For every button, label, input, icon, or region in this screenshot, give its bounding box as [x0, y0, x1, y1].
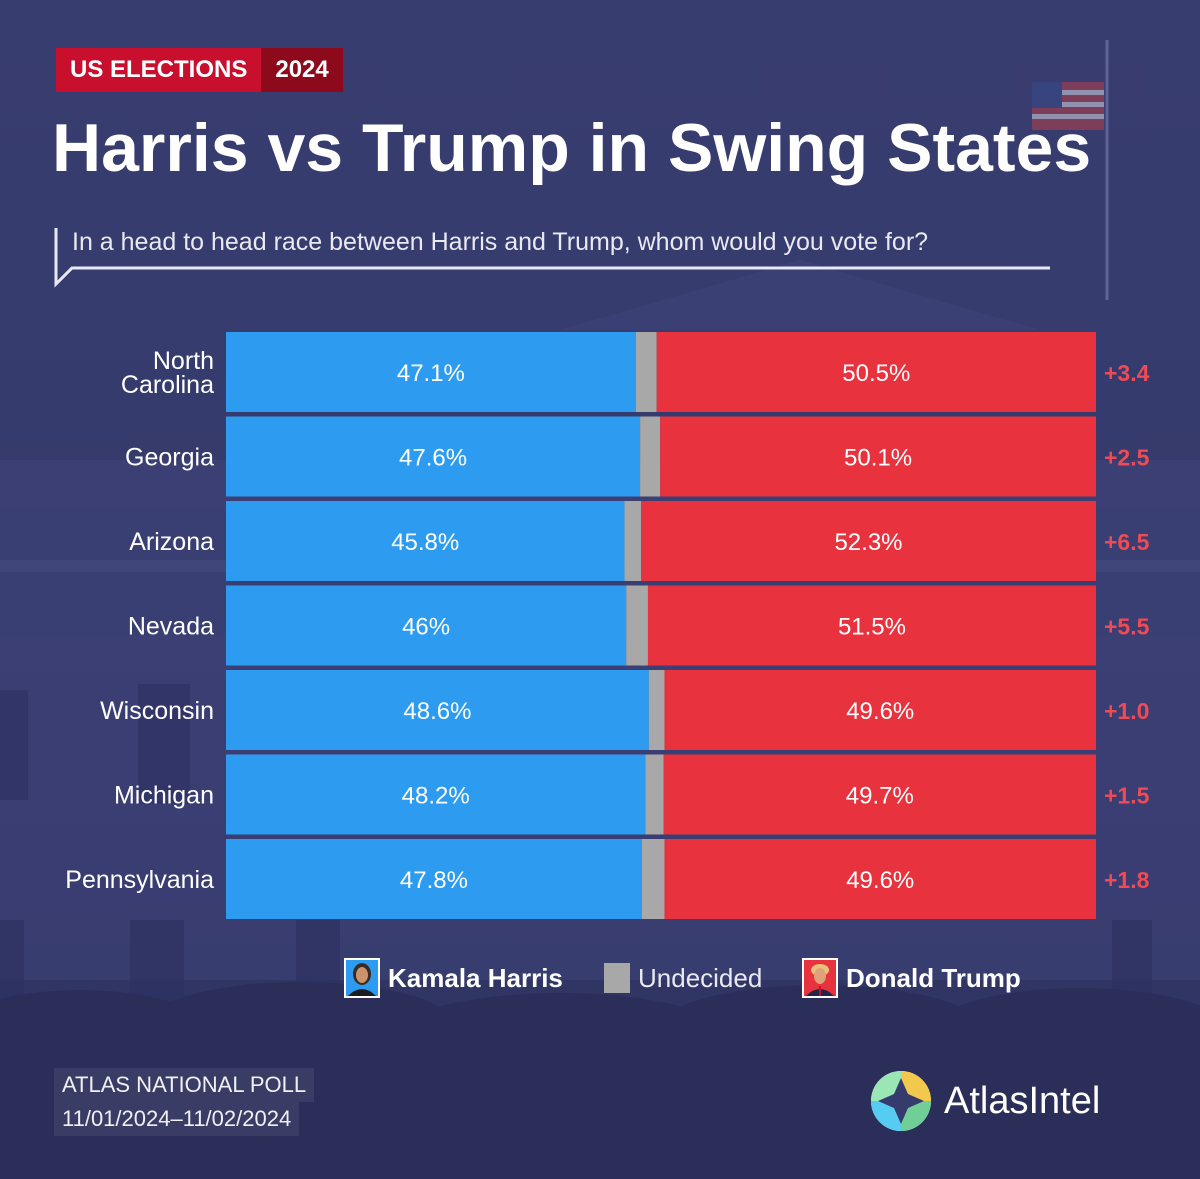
- undecided-bar: [645, 754, 664, 835]
- trump-bar: [640, 501, 1096, 581]
- trump-bar: [647, 585, 1096, 666]
- undecided-bar: [640, 416, 661, 497]
- atlas-compass-icon: [871, 1071, 931, 1131]
- tag-year: 2024: [261, 48, 343, 92]
- harris-value-label: 48.6%: [403, 698, 471, 725]
- legend-item-trump: Donald Trump: [802, 956, 1021, 1000]
- undecided-bar: [624, 501, 641, 581]
- brand-name: AtlasIntel: [944, 1079, 1101, 1122]
- trump-margin-label: +1.5: [1104, 783, 1150, 809]
- harris-bar: [226, 585, 627, 666]
- trump-bar: [663, 754, 1096, 835]
- trump-margin-label: +2.5: [1104, 445, 1150, 471]
- harris-bar: [226, 670, 649, 750]
- trump-value-label: 49.6%: [846, 698, 914, 725]
- undecided-bar: [635, 332, 657, 412]
- legend-label-harris: Kamala Harris: [388, 962, 563, 993]
- trump-bar: [664, 670, 1096, 750]
- legend-item-harris: Kamala Harris: [344, 956, 563, 1000]
- legend-label-trump: Donald Trump: [846, 962, 1021, 993]
- trump-value-label: 50.5%: [842, 360, 910, 387]
- harris-value-label: 47.6%: [399, 445, 467, 472]
- undecided-bar: [648, 670, 665, 750]
- trump-margin-label: +6.5: [1104, 529, 1150, 555]
- harris-value-label: 47.8%: [400, 867, 468, 894]
- election-tag: US ELECTIONS 2024: [56, 48, 343, 92]
- person-icon: [806, 964, 834, 996]
- state-label: Nevada: [128, 613, 214, 641]
- state-label: North: [153, 347, 214, 375]
- trump-margin-label: +1.0: [1104, 698, 1149, 724]
- state-label: Wisconsin: [100, 697, 214, 725]
- subtitle-bracket-decoration: [54, 228, 1050, 288]
- state-label: Carolina: [121, 371, 214, 399]
- state-label: Pennsylvania: [65, 866, 214, 894]
- trump-value-label: 49.7%: [846, 783, 914, 810]
- chart-subtitle: In a head to head race between Harris an…: [72, 228, 929, 256]
- trump-avatar: [802, 958, 838, 998]
- trump-margin-label: +1.8: [1104, 867, 1150, 893]
- harris-bar: [226, 839, 642, 919]
- legend-item-undecided: Undecided: [604, 956, 762, 1000]
- poll-name: ATLAS NATIONAL POLL: [54, 1068, 315, 1102]
- undecided-bar: [626, 585, 648, 666]
- trump-margin-label: +5.5: [1104, 614, 1150, 640]
- trump-value-label: 52.3%: [834, 529, 902, 556]
- harris-bar: [226, 416, 641, 497]
- trump-bar: [656, 332, 1096, 412]
- state-label: Michigan: [114, 782, 214, 810]
- trump-value-label: 49.6%: [846, 867, 914, 894]
- trump-bar: [664, 839, 1096, 919]
- trump-bar: [660, 416, 1096, 497]
- trump-margin-label: +3.4: [1104, 360, 1150, 386]
- harris-value-label: 48.2%: [402, 783, 470, 810]
- harris-bar: [226, 501, 625, 581]
- harris-bar: [226, 754, 646, 835]
- poll-source: ATLAS NATIONAL POLL 11/01/2024–11/02/202…: [54, 1068, 315, 1136]
- trump-value-label: 50.1%: [844, 445, 912, 472]
- harris-value-label: 47.1%: [397, 360, 465, 387]
- chart-legend: Kamala Harris Undecided Donald Trump: [0, 956, 1200, 1000]
- harris-value-label: 45.8%: [391, 529, 459, 556]
- harris-avatar: [344, 958, 380, 998]
- state-label: Arizona: [129, 528, 214, 556]
- harris-bar: [226, 332, 636, 412]
- state-label: Georgia: [125, 444, 214, 472]
- undecided-bar: [641, 839, 665, 919]
- tag-us-elections: US ELECTIONS: [56, 48, 262, 92]
- atlasintel-logo: AtlasIntel: [868, 1066, 1100, 1136]
- person-icon: [348, 963, 376, 996]
- undecided-swatch: [604, 963, 630, 993]
- chart-title: Harris vs Trump in Swing States: [52, 110, 1092, 186]
- poll-dates: 11/01/2024–11/02/2024: [54, 1102, 300, 1136]
- harris-value-label: 46%: [402, 614, 450, 641]
- legend-label-undecided: Undecided: [638, 962, 763, 993]
- trump-value-label: 51.5%: [838, 614, 906, 641]
